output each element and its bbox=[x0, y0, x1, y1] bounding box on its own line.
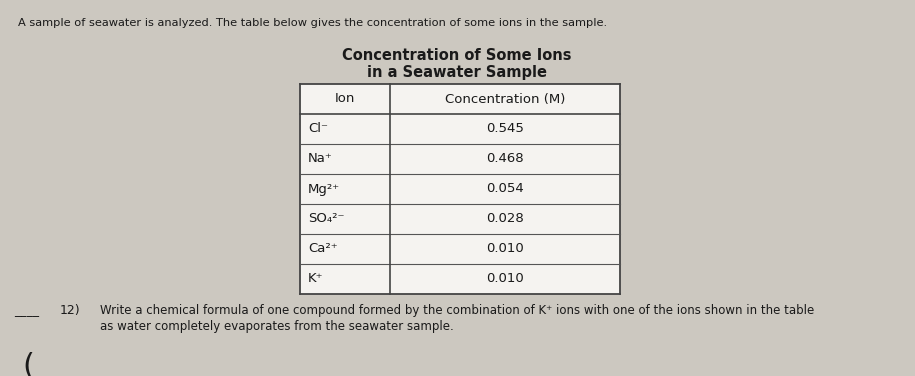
Text: 0.028: 0.028 bbox=[486, 212, 524, 226]
Text: 12): 12) bbox=[60, 304, 81, 317]
Text: SO₄²⁻: SO₄²⁻ bbox=[308, 212, 345, 226]
Text: Ca²⁺: Ca²⁺ bbox=[308, 243, 338, 256]
Text: ____: ____ bbox=[14, 304, 39, 317]
Text: 0.468: 0.468 bbox=[486, 153, 523, 165]
Text: (: ( bbox=[22, 352, 34, 376]
Text: K⁺: K⁺ bbox=[308, 273, 324, 285]
Text: as water completely evaporates from the seawater sample.: as water completely evaporates from the … bbox=[100, 320, 454, 333]
Text: Concentration (M): Concentration (M) bbox=[445, 92, 565, 106]
Text: Concentration of Some Ions: Concentration of Some Ions bbox=[342, 48, 572, 63]
Text: Write a chemical formula of one compound formed by the combination of K⁺ ions wi: Write a chemical formula of one compound… bbox=[100, 304, 814, 317]
Text: 0.054: 0.054 bbox=[486, 182, 524, 196]
Text: 0.010: 0.010 bbox=[486, 273, 524, 285]
Text: Na⁺: Na⁺ bbox=[308, 153, 333, 165]
Text: in a Seawater Sample: in a Seawater Sample bbox=[367, 65, 547, 80]
Text: 0.010: 0.010 bbox=[486, 243, 524, 256]
Text: 0.545: 0.545 bbox=[486, 123, 524, 135]
Text: Mg²⁺: Mg²⁺ bbox=[308, 182, 340, 196]
Text: Cl⁻: Cl⁻ bbox=[308, 123, 328, 135]
Bar bbox=[300, 84, 620, 294]
Text: Ion: Ion bbox=[335, 92, 355, 106]
Text: A sample of seawater is analyzed. The table below gives the concentration of som: A sample of seawater is analyzed. The ta… bbox=[18, 18, 608, 28]
